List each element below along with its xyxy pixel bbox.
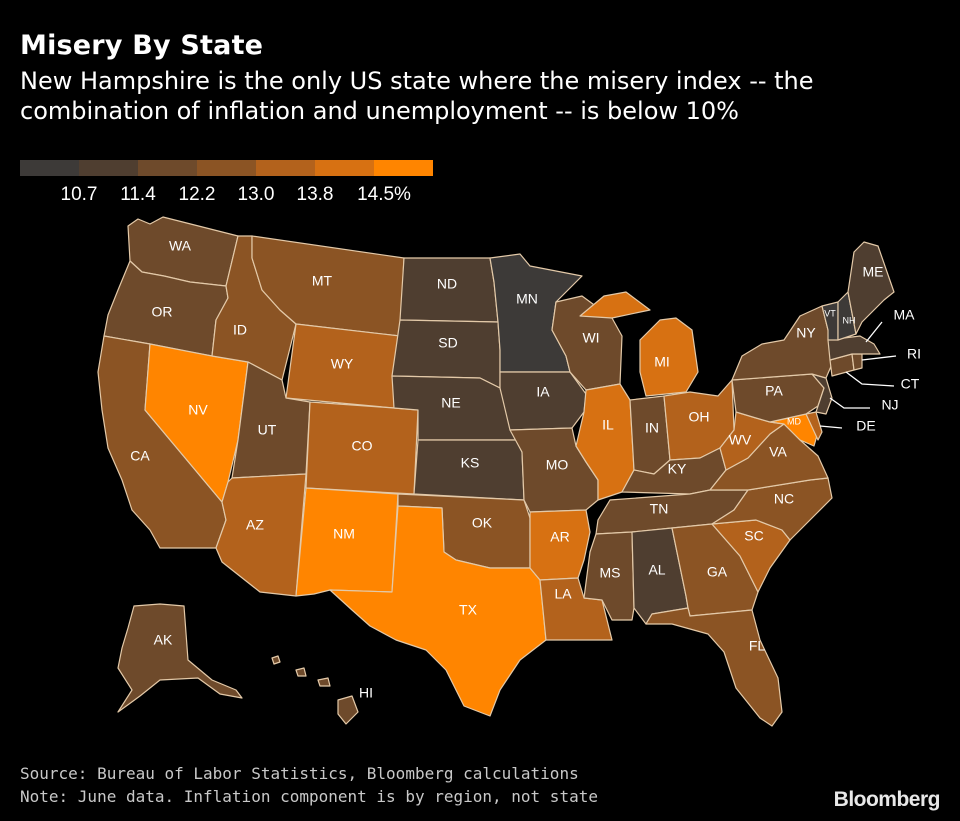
legend-tick: 11.4 (120, 184, 156, 205)
state-label-az: AZ (246, 517, 264, 533)
state-label-nh: NH (843, 315, 856, 325)
chart-title: Misery By State (20, 30, 264, 61)
state-label-ok: OK (472, 515, 493, 531)
state-label-ar: AR (550, 529, 569, 545)
state-ny[interactable] (731, 305, 833, 381)
state-ar[interactable] (529, 509, 591, 581)
state-me[interactable] (847, 241, 895, 335)
state-label-hi: HI (359, 685, 373, 701)
state-label-nj: NJ (881, 397, 898, 413)
legend-swatch (256, 160, 315, 176)
legend-bar (20, 160, 433, 176)
note-text: Note: June data. Inflation component is … (20, 787, 598, 806)
state-label-mt: MT (312, 273, 333, 289)
state-label-ma: MA (894, 307, 916, 323)
state-label-ks: KS (461, 455, 480, 471)
leader-nj (829, 397, 870, 409)
leader-ct (845, 371, 895, 387)
state-label-pa: PA (765, 383, 783, 399)
state-label-al: AL (648, 562, 665, 578)
state-label-va: VA (769, 444, 787, 460)
legend-tick: 14.5% (357, 184, 411, 205)
state-label-mo: MO (546, 457, 569, 473)
state-nj[interactable] (811, 373, 833, 415)
state-label-de: DE (856, 418, 875, 434)
state-vt[interactable] (821, 301, 839, 341)
state-label-md: MD (787, 416, 801, 426)
state-label-sc: SC (744, 528, 763, 544)
state-hi[interactable] (271, 655, 359, 725)
state-nm[interactable] (295, 487, 399, 597)
state-label-wi: WI (582, 330, 599, 346)
state-ri[interactable] (851, 353, 863, 371)
state-label-me: ME (863, 264, 884, 280)
state-tx[interactable] (329, 505, 547, 717)
state-label-nm: NM (333, 526, 355, 542)
state-label-ak: AK (154, 632, 173, 648)
legend-swatch (315, 160, 374, 176)
legend-tick: 13.8 (296, 184, 334, 205)
state-label-oh: OH (689, 409, 710, 425)
source-notes: Source: Bureau of Labor Statistics, Bloo… (20, 762, 598, 808)
state-il[interactable] (575, 383, 635, 501)
state-ma[interactable] (827, 335, 881, 361)
state-ia[interactable] (499, 371, 587, 431)
bloomberg-logo: Bloomberg (833, 788, 941, 811)
state-label-ga: GA (707, 564, 728, 580)
state-label-id: ID (233, 322, 247, 338)
state-label-nv: NV (188, 402, 208, 418)
state-label-tx: TX (459, 602, 478, 618)
state-label-ca: CA (130, 448, 150, 464)
color-legend: 10.7 11.4 12.2 13.0 13.8 14.5% (20, 160, 440, 220)
state-label-il: IL (602, 417, 614, 433)
state-label-nc: NC (774, 491, 794, 507)
state-az[interactable] (215, 473, 307, 597)
state-label-ny: NY (796, 325, 816, 341)
state-label-ri: RI (907, 346, 921, 362)
state-label-ne: NE (441, 395, 460, 411)
state-label-ut: UT (258, 422, 277, 438)
chart-subtitle: New Hampshire is the only US state where… (20, 67, 814, 125)
source-text: Source: Bureau of Labor Statistics, Bloo… (20, 764, 579, 783)
legend-swatch (79, 160, 138, 176)
state-label-co: CO (352, 438, 373, 454)
legend-swatch (138, 160, 197, 176)
legend-tick: 10.7 (60, 184, 98, 205)
state-label-ms: MS (600, 565, 621, 581)
state-label-ky: KY (668, 461, 687, 477)
legend-swatch (374, 160, 433, 176)
state-label-mn: MN (516, 291, 538, 307)
state-la[interactable] (539, 577, 613, 641)
state-label-nd: ND (437, 276, 457, 292)
state-de[interactable] (805, 411, 823, 441)
state-label-or: OR (152, 304, 173, 320)
state-label-wa: WA (169, 238, 192, 254)
state-label-wy: WY (331, 356, 354, 372)
state-label-sd: SD (438, 335, 457, 351)
state-co[interactable] (305, 401, 419, 495)
state-label-fl: FL (749, 638, 766, 654)
state-label-la: LA (554, 586, 572, 602)
leader-de (819, 425, 843, 429)
state-fl[interactable] (645, 607, 783, 727)
legend-swatch (20, 160, 79, 176)
state-label-in: IN (645, 420, 659, 436)
legend-swatch (197, 160, 256, 176)
state-label-ct: CT (901, 376, 920, 392)
state-label-ia: IA (536, 384, 550, 400)
state-ak[interactable] (117, 603, 243, 713)
state-label-mi: MI (654, 354, 670, 370)
leader-ma (865, 321, 883, 343)
legend-tick: 12.2 (178, 184, 216, 205)
legend-tick: 13.0 (237, 184, 275, 205)
state-label-vt: VT (824, 308, 836, 318)
state-mi[interactable] (579, 291, 699, 397)
leader-ri (861, 355, 897, 361)
state-label-tn: TN (650, 501, 669, 517)
state-label-wv: WV (729, 432, 752, 448)
